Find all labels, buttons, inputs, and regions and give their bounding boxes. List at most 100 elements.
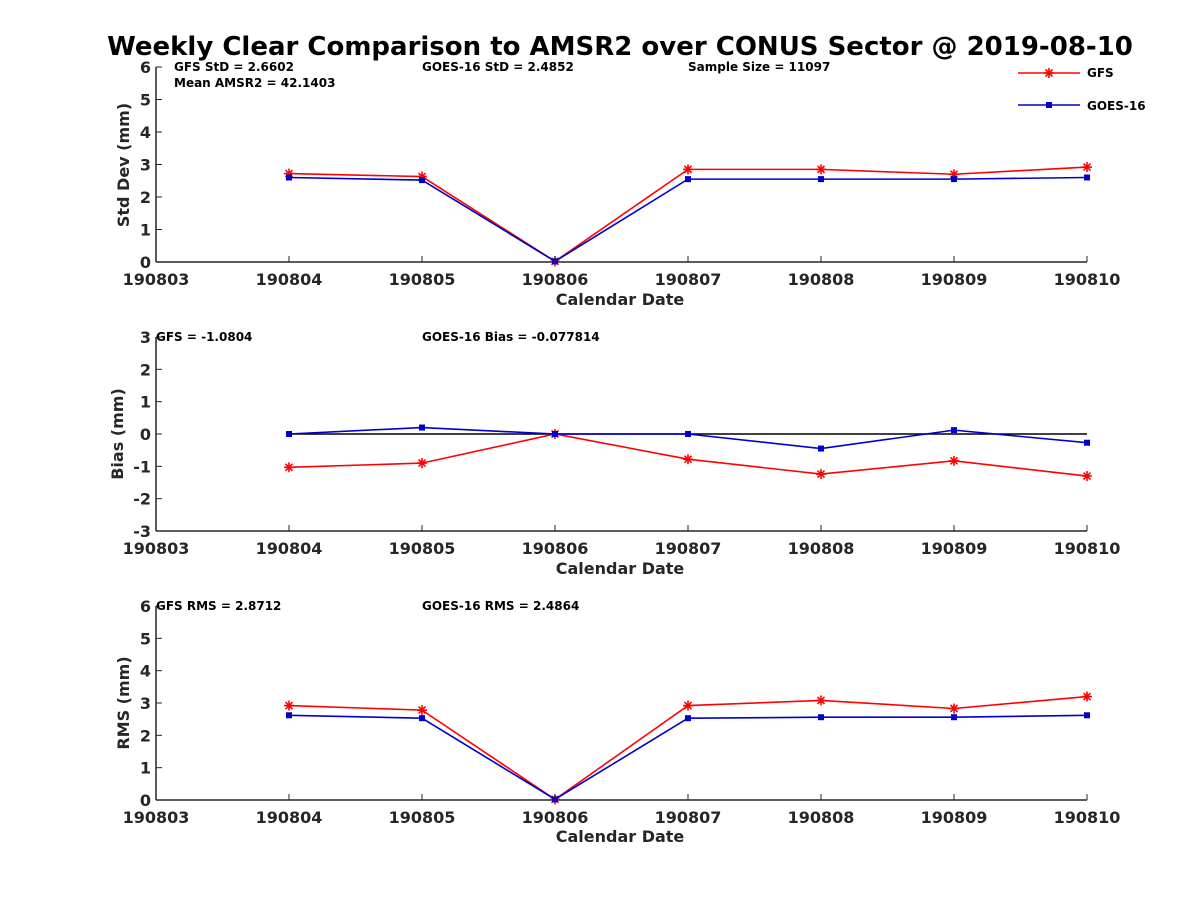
stddev-y-tick-label: 5 [140,91,151,110]
bias-y-tick-label: 3 [140,328,151,347]
annotation-goes-std: GOES-16 StD = 2.4852 [422,60,574,74]
legend-gfs-asterisk [1044,68,1054,78]
rms-x-tick-label: 190809 [921,808,988,827]
annotation-mean-amsr2: Mean AMSR2 = 42.1403 [174,76,335,90]
rms-goes-16-point [685,715,691,722]
bias-x-tick-label: 190806 [522,539,589,558]
rms-y-tick-label: 6 [140,597,151,616]
xlabel-bias: Calendar Date [556,559,685,578]
annotation-gfs-bias: GFS = -1.0804 [156,330,252,344]
stddev-goes-16-point [286,174,292,181]
bias-x-tick-label: 190809 [921,539,988,558]
rms-gfs-point [1082,691,1092,702]
annotation-goes-bias: GOES-16 Bias = -0.077814 [422,330,600,344]
rms-goes-16-point [1084,712,1090,719]
stddev-x-tick-label: 190806 [522,270,589,289]
rms-x-tick-label: 190806 [522,808,589,827]
bias-gfs-point [417,458,427,469]
bias-y-tick-label: -1 [133,457,151,476]
rms-x-tick-label: 190807 [655,808,722,827]
stddev-x-tick-label: 190810 [1054,270,1121,289]
rms-gfs-point [816,695,826,706]
rms-y-tick-label: 5 [140,629,151,648]
stddev-y-tick-label: 3 [140,156,151,175]
rms-y-tick-label: 3 [140,694,151,713]
stddev-x-tick-label: 190808 [788,270,855,289]
annotation-goes-rms: GOES-16 RMS = 2.4864 [422,599,579,613]
rms-goes-16-point [286,712,292,719]
stddev-y-tick-label: 0 [140,253,151,272]
rms-goes-16-line [288,714,1088,801]
stddev-gfs-point [683,164,693,175]
legend-gfs-marker-icon [1044,68,1054,78]
rms-y-tick-label: 4 [140,662,151,681]
panel-stddev: 0 1 2 3 4 5 6 190803 190804 190805 190806 190807 190… [114,58,1120,309]
stddev-gfs-point [816,164,826,175]
rms-gfs-point [949,703,959,714]
ylabel-bias: Bias (mm) [108,388,127,480]
bias-goes-16-point [419,424,425,431]
panel-rms: 0 1 2 3 4 5 6 190803 190804 190805 190806 190807 190… [114,597,1120,846]
stddev-x-tick-label: 190804 [256,270,323,289]
rms-gfs-line [288,695,1088,801]
bias-gfs-point [683,454,693,465]
stddev-gfs-point [1082,162,1092,173]
bias-x-tick-label: 190810 [1054,539,1121,558]
stddev-y-tick-label: 6 [140,58,151,77]
stddev-goes-16-point [1084,174,1090,181]
rms-y-tick-label: 2 [140,726,151,745]
bias-goes-16-point [951,427,957,434]
stddev-goes-16-point [419,177,425,184]
stddev-y-tick-label: 1 [140,221,151,240]
rms-goes-16-point [818,714,824,721]
bias-y-tick-label: -2 [133,490,151,509]
bias-goes-16-point [685,431,691,437]
stddev-x-tick-label: 190807 [655,270,722,289]
legend-goes-marker-icon [1046,102,1052,108]
xlabel-stddev: Calendar Date [556,290,685,309]
rms-y-tick-label: 0 [140,791,151,810]
rms-x-tick-label: 190805 [389,808,456,827]
bias-goes-16-point [1084,439,1090,446]
xlabel-rms: Calendar Date [556,827,685,846]
rms-goes-16-point [951,714,957,721]
panel-bias: -3 -2 -1 0 1 2 3 190803 190804 190805 190806 190807… [108,328,1120,578]
rms-gfs-point [417,705,427,716]
rms-x-tick-label: 190803 [123,808,190,827]
stddev-y-tick-label: 4 [140,123,151,142]
rms-x-tick-label: 190808 [788,808,855,827]
annotation-gfs-std: GFS StD = 2.6602 [174,60,294,74]
rms-gfs-point [683,700,693,711]
annotation-sample-size: Sample Size = 11097 [688,60,830,74]
rms-x-tick-label: 190810 [1054,808,1121,827]
bias-gfs-point [1082,471,1092,482]
rms-x-tick-label: 190804 [256,808,323,827]
annotation-gfs-rms: GFS RMS = 2.8712 [156,599,281,613]
rms-y-tick-label: 1 [140,759,151,778]
bias-gfs-point [284,462,294,473]
bias-y-tick-label: 0 [140,425,151,444]
stddev-goes-16-point [951,176,957,183]
bias-y-tick-label: -3 [133,522,151,541]
legend: GFS GOES-16 [1018,66,1146,113]
bias-y-tick-label: 1 [140,393,151,412]
ylabel-stddev: Std Dev (mm) [114,103,133,227]
bias-y-tick-label: 2 [140,360,151,379]
stddev-x-tick-label: 190809 [921,270,988,289]
stddev-goes-16-line [288,176,1088,263]
bias-x-tick-label: 190805 [389,539,456,558]
stddev-goes-16-point [818,176,824,183]
bias-gfs-point [816,469,826,480]
legend-gfs-label: GFS [1087,66,1114,80]
rms-goes-16-point [419,715,425,722]
bias-goes-16-line [288,426,1088,450]
bias-goes-16-point [286,431,292,437]
stddev-y-tick-label: 2 [140,188,151,207]
bias-gfs-point [949,455,959,466]
bias-goes-16-point [818,445,824,452]
bias-x-tick-label: 190807 [655,539,722,558]
bias-goes-16-point [552,431,558,437]
bias-x-tick-label: 190803 [123,539,190,558]
chart-title: Weekly Clear Comparison to AMSR2 over CO… [107,32,1133,62]
